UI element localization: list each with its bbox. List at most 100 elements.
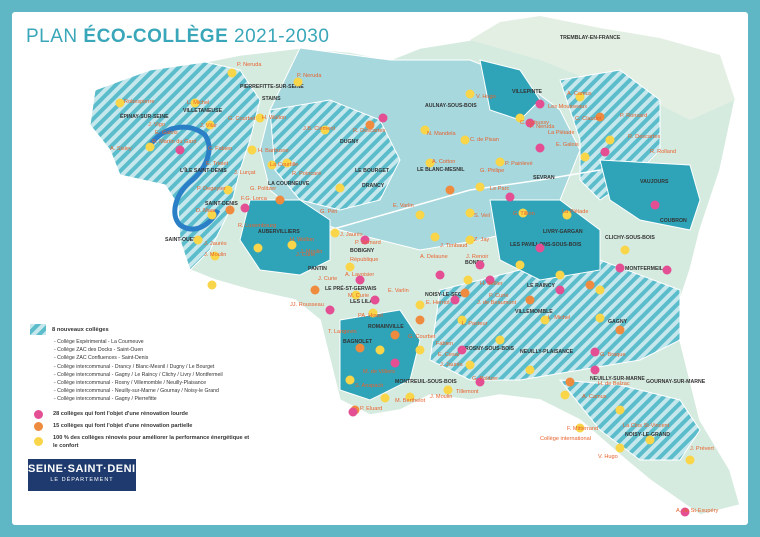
svg-text:L. Michel: L. Michel [548,315,570,321]
svg-text:J. Curie: J. Curie [318,276,337,282]
svg-text:V. Hugo: V. Hugo [598,454,618,460]
svg-text:J. Moulin: J. Moulin [300,249,322,255]
svg-text:LE BLANC-MESNIL: LE BLANC-MESNIL [417,167,465,173]
svg-text:J. Timbaud: J. Timbaud [440,243,467,249]
svg-text:C. de Pisan: C. de Pisan [470,137,499,143]
svg-text:G. Courbet: G. Courbet [408,334,436,340]
map-title: PLAN ÉCO-COLLÈGE 2021-2030 [26,26,330,47]
svg-text:R. Luxembourg: R. Luxembourg [238,223,276,229]
svg-text:LE RAINCY: LE RAINCY [527,283,555,289]
svg-text:A. Camus: A. Camus [582,394,607,400]
svg-text:F.G. Lorca: F.G. Lorca [241,196,268,202]
svg-text:CLICHY-SOUS-BOIS: CLICHY-SOUS-BOIS [605,235,655,241]
svg-text:E. Galois: E. Galois [155,130,178,136]
svg-text:Tillemont: Tillemont [456,389,479,395]
svg-text:P. Eluard: P. Eluard [360,406,382,412]
svg-text:G. Philipe: G. Philipe [480,168,504,174]
svg-text:S. Veil: S. Veil [474,213,490,219]
svg-text:DRANCY: DRANCY [362,183,385,189]
svg-text:J. Moulin: J. Moulin [204,252,226,258]
svg-text:ROMAINVILLE: ROMAINVILLE [368,324,404,330]
svg-text:P. Neruda: P. Neruda [530,124,555,130]
svg-text:VILLETANEUSE: VILLETANEUSE [183,108,223,114]
svg-text:V. Hugo: V. Hugo [476,94,496,100]
seine-river [148,124,221,232]
svg-text:R. Poincaré: R. Poincaré [292,171,321,177]
svg-text:P. Painlevé: P. Painlevé [505,161,533,167]
svg-text:E. Cesar: E. Cesar [438,352,460,358]
svg-text:H. Wallon: H. Wallon [262,115,286,121]
svg-text:P. Curie: P. Curie [489,293,509,299]
svg-text:J. Renoir: J. Renoir [466,254,489,260]
svg-text:J. Curie: J. Curie [296,252,315,258]
svg-text:A. Sisley: A. Sisley [110,146,132,152]
svg-text:La Courtille: La Courtille [270,162,298,168]
svg-text:H. de Balzac: H. de Balzac [598,381,630,387]
svg-text:C. Claudel: C. Claudel [575,116,601,122]
svg-text:STAINS: STAINS [262,96,281,102]
svg-text:A. Camus: A. Camus [567,91,592,97]
svg-text:COUBRON: COUBRON [660,218,687,224]
svg-text:J. Moulin: J. Moulin [430,394,452,400]
svg-text:LE PRÉ-ST-GERVAIS: LE PRÉ-ST-GERVAIS [325,284,377,292]
svg-text:C. Debussy: C. Debussy [520,120,549,126]
svg-text:J. Jaurès: J. Jaurès [440,362,463,368]
svg-text:G. Tillion: G. Tillion [513,211,535,217]
svg-text:Robespierre: Robespierre [124,99,154,105]
svg-text:P. Ronsard: P. Ronsard [620,113,647,119]
svg-text:GOURNAY-SUR-MARNE: GOURNAY-SUR-MARNE [646,379,706,385]
svg-text:L. Michel: L. Michel [187,100,209,106]
svg-text:A. Lavoisier: A. Lavoisier [345,272,374,278]
svg-text:NEUILLY-PLAISANCE: NEUILLY-PLAISANCE [520,349,574,355]
svg-text:VILLEMOMBLE: VILLEMOMBLE [515,309,553,315]
svg-text:LA COURNEUVE: LA COURNEUVE [268,181,310,187]
svg-text:NEUILLY-SUR-MARNE: NEUILLY-SUR-MARNE [590,376,645,382]
college-markers [115,68,695,517]
svg-text:BONDY: BONDY [465,260,484,266]
legend-energy: 100 % des collèges rénovés pour améliore… [30,434,290,450]
svg-text:J. Prévert: J. Prévert [690,446,714,452]
svg-text:LES PAVILLONS-SOUS-BOIS: LES PAVILLONS-SOUS-BOIS [510,242,582,248]
svg-text:MONTREUIL-SOUS-BOIS: MONTREUIL-SOUS-BOIS [395,379,457,385]
svg-text:Les Mousseaux: Les Mousseaux [548,104,587,110]
svg-text:Fabien: Fabien [436,341,453,347]
svg-text:TREMBLAY-EN-FRANCE: TREMBLAY-EN-FRANCE [560,35,621,41]
svg-text:H. Wallon: H. Wallon [290,237,314,243]
hatched-zone-west [89,61,261,271]
svg-text:Z. Jay: Z. Jay [474,237,489,243]
svg-text:Le Parc: Le Parc [490,186,509,192]
svg-text:VILLEPINTE: VILLEPINTE [512,89,543,95]
svg-text:G. Politzer: G. Politzer [472,376,498,382]
svg-text:GAGNY: GAGNY [608,319,628,325]
svg-text:F. Mitterrand: F. Mitterrand [567,426,598,432]
svg-text:E. Varlin: E. Varlin [393,203,414,209]
svg-text:ÉPINAY-SUR-SEINE: ÉPINAY-SUR-SEINE [120,112,169,120]
svg-text:La Clos St-Vincent: La Clos St-Vincent [623,423,670,429]
svg-text:M. Berthelot: M. Berthelot [395,398,426,404]
svg-text:J. Jaurès: J. Jaurès [340,232,363,238]
svg-text:République: République [350,257,378,263]
svg-text:La Pléiade: La Pléiade [562,209,588,215]
svg-text:N. Mandela: N. Mandela [427,131,456,137]
svg-text:R. Descartes: R. Descartes [628,134,661,140]
svg-text:E. Triolet: E. Triolet [206,161,229,167]
svg-text:LIVRY-GARGAN: LIVRY-GARGAN [543,229,583,235]
svg-text:C. Fabien: C. Fabien [208,146,232,152]
map-legend: 8 nouveaux collèges Collège Expérimental… [30,324,290,453]
svg-text:LE BOURGET: LE BOURGET [355,168,390,174]
hatched-zone-noisy [558,379,701,461]
svg-text:T. Langevin: T. Langevin [328,329,357,335]
svg-text:J. de Beaumont: J. de Beaumont [477,300,517,306]
legend-new-colleges-list: Collège Expérimental - La Courneuve Coll… [54,338,290,404]
svg-text:M. de Villiers: M. de Villiers [363,369,395,375]
svg-text:P. Degeyter: P. Degeyter [197,186,226,192]
svg-text:SAINT-OUEN: SAINT-OUEN [165,237,197,243]
svg-text:SEVRAN: SEVRAN [533,175,555,181]
svg-text:LES LILAS: LES LILAS [350,299,377,305]
legend-partial: 15 collèges qui font l'objet d'une rénov… [30,421,290,431]
svg-text:E. Herriot: E. Herriot [426,300,450,306]
svg-text:G. Courbet: G. Courbet [228,116,256,122]
svg-text:R. Martin du Gard: R. Martin du Gard [152,139,196,145]
svg-text:VAUJOURS: VAUJOURS [640,179,669,185]
svg-text:BAGNOLET: BAGNOLET [343,339,373,345]
